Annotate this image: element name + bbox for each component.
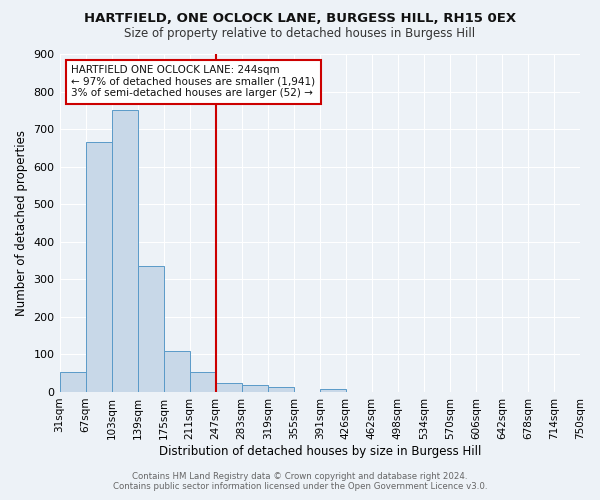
Bar: [215, 382, 242, 392]
Text: HARTFIELD, ONE OCLOCK LANE, BURGESS HILL, RH15 0EX: HARTFIELD, ONE OCLOCK LANE, BURGESS HILL…: [84, 12, 516, 26]
Bar: [112, 110, 137, 392]
Text: Contains HM Land Registry data © Crown copyright and database right 2024.
Contai: Contains HM Land Registry data © Crown c…: [113, 472, 487, 491]
Bar: [137, 266, 164, 392]
Bar: [86, 142, 112, 392]
Text: HARTFIELD ONE OCLOCK LANE: 244sqm
← 97% of detached houses are smaller (1,941)
3: HARTFIELD ONE OCLOCK LANE: 244sqm ← 97% …: [71, 66, 316, 98]
Bar: [59, 372, 86, 392]
Bar: [190, 372, 215, 392]
Bar: [320, 389, 346, 392]
Bar: [164, 352, 190, 392]
X-axis label: Distribution of detached houses by size in Burgess Hill: Distribution of detached houses by size …: [158, 444, 481, 458]
Bar: [268, 386, 294, 392]
Text: Size of property relative to detached houses in Burgess Hill: Size of property relative to detached ho…: [124, 28, 476, 40]
Y-axis label: Number of detached properties: Number of detached properties: [15, 130, 28, 316]
Bar: [242, 385, 268, 392]
